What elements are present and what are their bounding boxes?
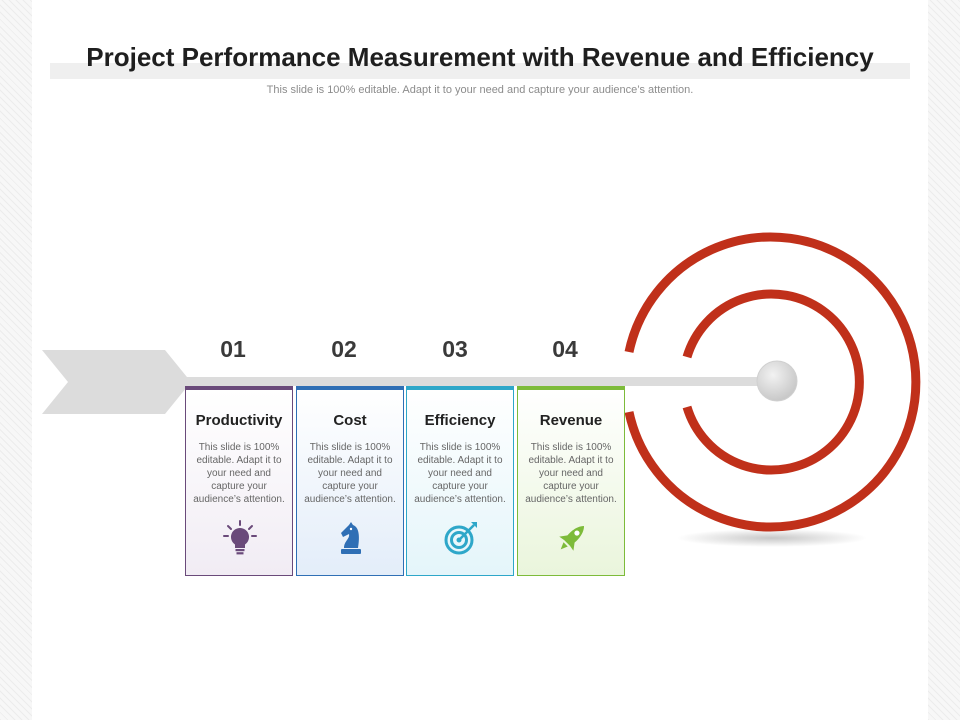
step-description: This slide is 100% editable. Adapt it to… — [525, 442, 617, 505]
target-shadow — [677, 529, 867, 547]
step-number-2: 02 — [331, 336, 357, 362]
step-description: This slide is 100% editable. Adapt it to… — [304, 442, 396, 505]
target-inner-ring — [682, 289, 864, 475]
arrow-fletching — [42, 350, 191, 414]
step-number-1: 01 — [220, 336, 246, 362]
left-pattern-border — [0, 0, 32, 720]
arrow-knob — [756, 360, 798, 402]
arrow-shaft — [180, 377, 770, 386]
title-band — [50, 63, 910, 79]
step-label: Revenue — [539, 412, 603, 429]
slide-title: Project Performance Measurement with Rev… — [86, 42, 874, 72]
step-card-efficiency: Efficiency This slide is 100% editable. … — [406, 386, 514, 576]
step-description: This slide is 100% editable. Adapt it to… — [193, 442, 285, 505]
step-card-productivity: Productivity This slide is 100% editable… — [185, 386, 293, 576]
lightbulb-icon — [220, 518, 260, 558]
step-number-3: 03 — [442, 336, 468, 362]
right-pattern-border — [928, 0, 960, 720]
chess-knight-icon — [331, 518, 371, 558]
step-number-4: 04 — [552, 336, 578, 362]
step-label: Efficiency — [424, 412, 496, 429]
step-label: Cost — [333, 412, 367, 429]
slide-subtitle: This slide is 100% editable. Adapt it to… — [266, 84, 694, 96]
step-label: Productivity — [195, 412, 283, 429]
step-card-revenue: Revenue This slide is 100% editable. Ada… — [517, 386, 625, 576]
step-card-cost: Cost This slide is 100% editable. Adapt … — [296, 386, 404, 576]
step-description: This slide is 100% editable. Adapt it to… — [414, 442, 506, 505]
rocket-icon — [552, 518, 592, 558]
target-icon — [441, 518, 481, 558]
target-outer-ring — [624, 232, 921, 532]
